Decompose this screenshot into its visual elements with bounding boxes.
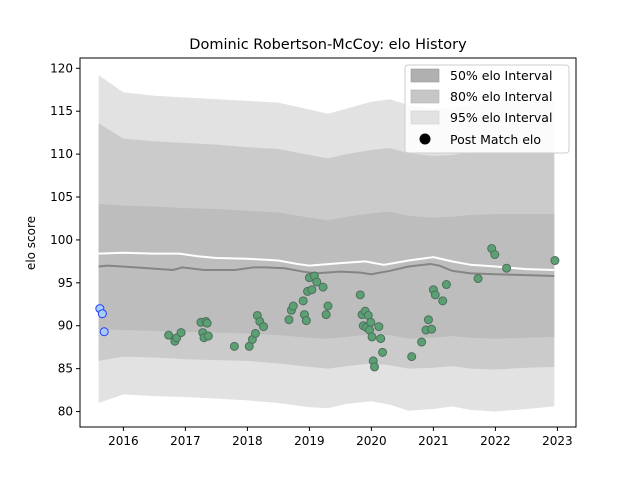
post-match-elo-point <box>164 330 174 340</box>
legend-label-95: 95% elo Interval <box>450 110 552 125</box>
legend-swatch-95 <box>410 110 440 125</box>
x-tick-label: 2020 <box>356 434 387 448</box>
y-tick-label: 85 <box>58 362 73 376</box>
x-tick-label: 2023 <box>542 434 573 448</box>
post-match-elo-point <box>502 263 512 273</box>
plot-frame <box>79 57 577 428</box>
post-match-elo-point <box>438 296 448 306</box>
post-match-elo-point <box>312 277 322 287</box>
post-match-elo-point <box>366 317 376 327</box>
y-tick-label: 100 <box>50 233 73 247</box>
post-match-elo-point <box>203 331 213 341</box>
x-tick-label: 2021 <box>418 434 449 448</box>
legend-frame <box>404 64 570 154</box>
post-match-elo-point <box>284 315 294 325</box>
x-tick-label: 2016 <box>108 434 139 448</box>
post-match-elo-point <box>202 318 212 328</box>
post-match-elo-point <box>430 290 440 300</box>
y-tick-label: 90 <box>58 319 73 333</box>
post-match-elo-point <box>378 347 388 357</box>
y-tick-label: 110 <box>50 147 73 161</box>
x-tick-label: 2017 <box>170 434 201 448</box>
x-tick-label: 2022 <box>480 434 511 448</box>
median-elo-line <box>98 262 555 277</box>
post-match-elo-point <box>367 332 377 342</box>
post-match-elo-point <box>417 337 427 347</box>
x-axis: 2016 2017 2018 2019 2020 2021 2022 2023 <box>108 427 573 448</box>
post-match-elo-point <box>318 282 328 292</box>
x-tick-label: 2019 <box>294 434 325 448</box>
legend-marker-post-match <box>419 133 431 145</box>
band-50-interval <box>98 203 555 339</box>
x-tick-label: 2018 <box>232 434 263 448</box>
y-tick-label: 115 <box>50 104 73 118</box>
post-match-elo-point <box>550 256 560 266</box>
y-tick-label: 120 <box>50 61 73 75</box>
legend-label-80: 80% elo Interval <box>450 89 552 104</box>
post-match-elo-point <box>288 301 298 311</box>
legend-swatch-50 <box>410 68 440 83</box>
post-match-elo-point <box>176 328 186 338</box>
post-match-elo-point <box>427 324 437 334</box>
y-tick-label: 80 <box>58 405 73 419</box>
post-match-elo-point <box>259 322 269 332</box>
chart-title: Dominic Robertson-McCoy: elo History <box>189 37 467 53</box>
post-match-elo-point <box>490 250 500 260</box>
post-match-elo-point <box>298 296 308 306</box>
post-match-elo-point <box>301 316 311 326</box>
post-match-elo-point <box>441 280 451 290</box>
post-match-elo-point <box>370 362 379 372</box>
y-tick-label: 105 <box>50 190 73 204</box>
plot-area <box>95 75 560 412</box>
mean-elo-line <box>98 251 555 271</box>
early-elo-point <box>97 309 107 319</box>
post-match-elo-point <box>473 274 483 284</box>
post-match-elo-point <box>355 290 365 300</box>
post-match-elo-point <box>407 352 417 362</box>
legend: 50% elo Interval 80% elo Interval 95% el… <box>404 64 570 154</box>
y-tick-label: 95 <box>58 276 73 290</box>
legend-label-post-match: Post Match elo <box>450 132 541 147</box>
post-match-elo-point <box>321 310 331 320</box>
y-axis: 80 85 90 95 100 105 110 115 120 <box>50 61 80 419</box>
post-match-elo-point <box>250 328 260 338</box>
early-elo-point <box>99 327 109 337</box>
post-match-elo-point <box>374 322 384 332</box>
post-match-elo-point <box>323 301 333 311</box>
y-axis-label: elo score <box>24 216 38 270</box>
post-match-elo-point <box>307 285 317 295</box>
post-match-elo-point <box>229 341 239 351</box>
legend-swatch-80 <box>410 89 440 104</box>
legend-label-50: 50% elo Interval <box>450 68 552 83</box>
post-match-elo-point <box>376 334 386 344</box>
post-match-elo-point <box>423 315 433 325</box>
